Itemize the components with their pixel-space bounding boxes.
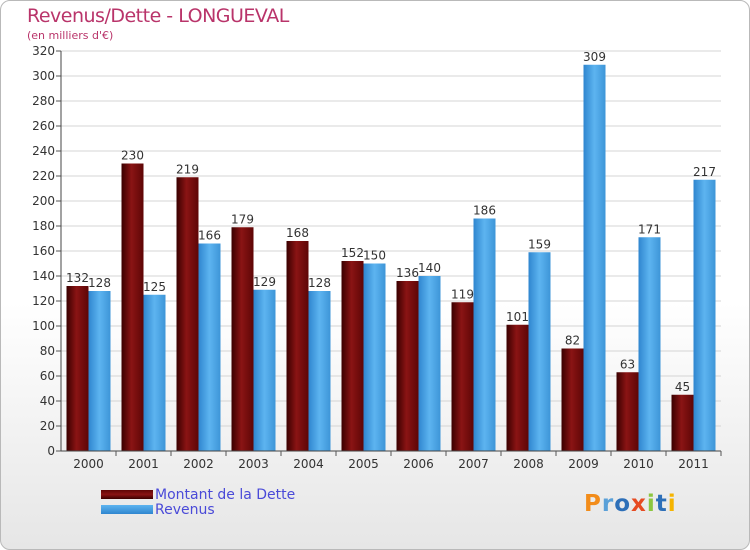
data-label: 230 (121, 149, 144, 163)
data-label: 186 (473, 204, 496, 218)
legend-item-revenus: Revenus (101, 501, 295, 518)
logo-letter: x (631, 491, 647, 517)
data-label: 168 (286, 226, 309, 240)
data-label: 128 (88, 276, 111, 290)
data-label: 125 (143, 280, 166, 294)
data-label: 166 (198, 229, 221, 243)
data-label: 82 (565, 334, 580, 348)
bar-dette (616, 372, 639, 451)
data-label: 152 (341, 246, 364, 260)
bar-dette (396, 281, 419, 451)
data-label: 128 (308, 276, 331, 290)
y-tick-label: 200 (32, 194, 55, 208)
x-tick-label: 2001 (128, 457, 159, 471)
logo-letter: i (646, 491, 656, 517)
bar-revenus (308, 291, 331, 451)
data-label: 140 (418, 261, 441, 275)
y-tick-label: 220 (32, 169, 55, 183)
logo-letter: t (655, 491, 668, 517)
x-tick-label: 2002 (183, 457, 214, 471)
data-label: 45 (675, 380, 690, 394)
legend-item-debt: Montant de la Dette (101, 486, 296, 503)
x-tick-label: 2010 (623, 457, 654, 471)
bar-dette (671, 394, 694, 451)
bar-revenus (363, 263, 386, 451)
y-tick-label: 280 (32, 94, 55, 108)
bar-revenus (418, 276, 441, 451)
bar-dette (231, 227, 254, 451)
y-tick-label: 140 (32, 269, 55, 283)
legend-label-revenus: Revenus (155, 501, 215, 518)
y-tick-label: 60 (40, 369, 55, 383)
data-label: 136 (396, 266, 419, 280)
y-tick-label: 80 (40, 344, 55, 358)
logo-letter: r (601, 491, 615, 517)
bar-dette (176, 177, 199, 451)
x-tick-label: 2000 (73, 457, 104, 471)
y-tick-label: 100 (32, 319, 55, 333)
x-tick-label: 2004 (293, 457, 324, 471)
bar-dette (66, 286, 89, 451)
y-tick-label: 320 (32, 44, 55, 58)
x-tick-label: 2009 (568, 457, 599, 471)
y-tick-label: 240 (32, 144, 55, 158)
x-tick-label: 2006 (403, 457, 434, 471)
legend-swatch-revenus (101, 505, 153, 514)
proxiti-logo: Proxiti (584, 491, 677, 517)
logo-letter: o (614, 491, 632, 517)
y-tick-label: 40 (40, 394, 55, 408)
y-tick-label: 180 (32, 219, 55, 233)
bar-revenus (693, 179, 716, 451)
bar-revenus (253, 289, 276, 451)
data-label: 219 (176, 162, 199, 176)
data-label: 309 (583, 50, 606, 64)
x-tick-label: 2005 (348, 457, 379, 471)
bar-revenus (88, 291, 111, 451)
data-label: 159 (528, 237, 551, 251)
y-tick-label: 120 (32, 294, 55, 308)
bar-dette (121, 163, 144, 451)
y-tick-label: 0 (47, 444, 55, 458)
chart-title: Revenus/Dette - LONGUEVAL (27, 5, 289, 27)
bar-revenus (638, 237, 661, 451)
bar-dette (451, 302, 474, 451)
logo-letter: i (667, 491, 677, 517)
data-label: 132 (66, 271, 89, 285)
data-label: 129 (253, 275, 276, 289)
y-tick-label: 20 (40, 419, 55, 433)
legend-label-debt: Montant de la Dette (155, 486, 296, 503)
data-label: 101 (506, 310, 529, 324)
bar-dette (561, 348, 584, 451)
data-label: 119 (451, 287, 474, 301)
x-tick-label: 2007 (458, 457, 489, 471)
x-tick-label: 2003 (238, 457, 269, 471)
bar-revenus (473, 218, 496, 451)
bar-revenus (198, 243, 221, 451)
chart-subtitle: (en milliers d'€) (27, 29, 114, 42)
data-label: 171 (638, 222, 661, 236)
chart-legend: Montant de la Dette Revenus (101, 486, 296, 518)
bar-revenus (528, 252, 551, 451)
bar-dette (341, 261, 364, 451)
x-tick-label: 2008 (513, 457, 544, 471)
bar-revenus (583, 64, 606, 451)
data-label: 217 (693, 165, 716, 179)
y-tick-label: 160 (32, 244, 55, 258)
y-tick-label: 300 (32, 69, 55, 83)
logo-letter: P (584, 491, 602, 517)
data-label: 179 (231, 212, 254, 226)
legend-swatch-debt (101, 490, 153, 499)
bar-dette (506, 324, 529, 451)
y-tick-label: 260 (32, 119, 55, 133)
x-tick-label: 2011 (678, 457, 709, 471)
bar-dette (286, 241, 309, 451)
data-label: 63 (620, 357, 635, 371)
bar-revenus (143, 294, 166, 451)
data-label: 150 (363, 249, 386, 263)
